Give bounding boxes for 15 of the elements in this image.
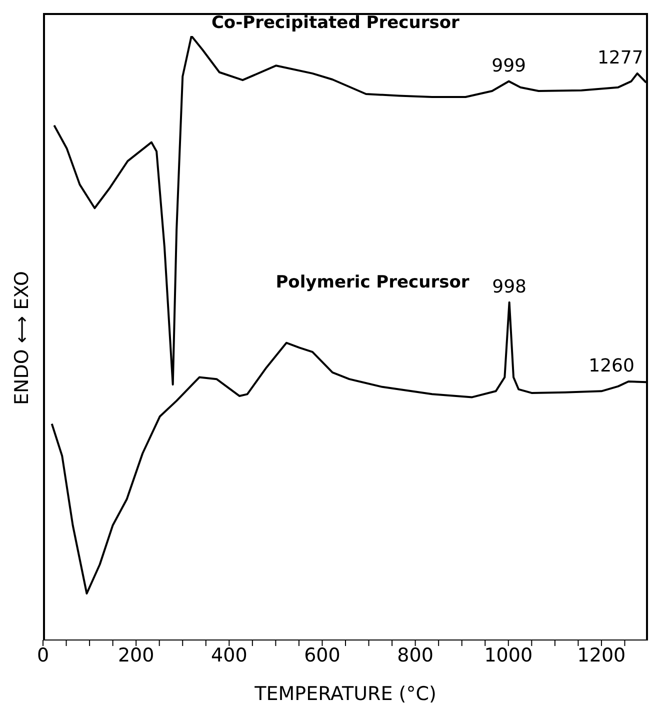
x-tick-label: 200 xyxy=(118,644,154,666)
y-axis-title: ENDO ⟷ EXO xyxy=(11,271,33,405)
annotation: 1260 xyxy=(588,355,634,376)
x-tick-label: 1000 xyxy=(484,644,533,666)
x-tick-label: 600 xyxy=(304,644,340,666)
series-label: Co-Precipitated Precursor xyxy=(211,13,460,33)
x-tick-label: 0 xyxy=(36,644,50,666)
x-tick-label: 1200 xyxy=(577,644,626,666)
x-tick-label: 400 xyxy=(211,644,248,666)
annotation: 1277 xyxy=(597,47,644,68)
annotation: 999 xyxy=(492,55,526,76)
annotation: 998 xyxy=(492,276,526,298)
x-axis-title: TEMPERATURE (°C) xyxy=(254,683,436,705)
x-tick-label: 800 xyxy=(397,644,434,666)
text: Polymeric Precursor xyxy=(276,272,470,292)
